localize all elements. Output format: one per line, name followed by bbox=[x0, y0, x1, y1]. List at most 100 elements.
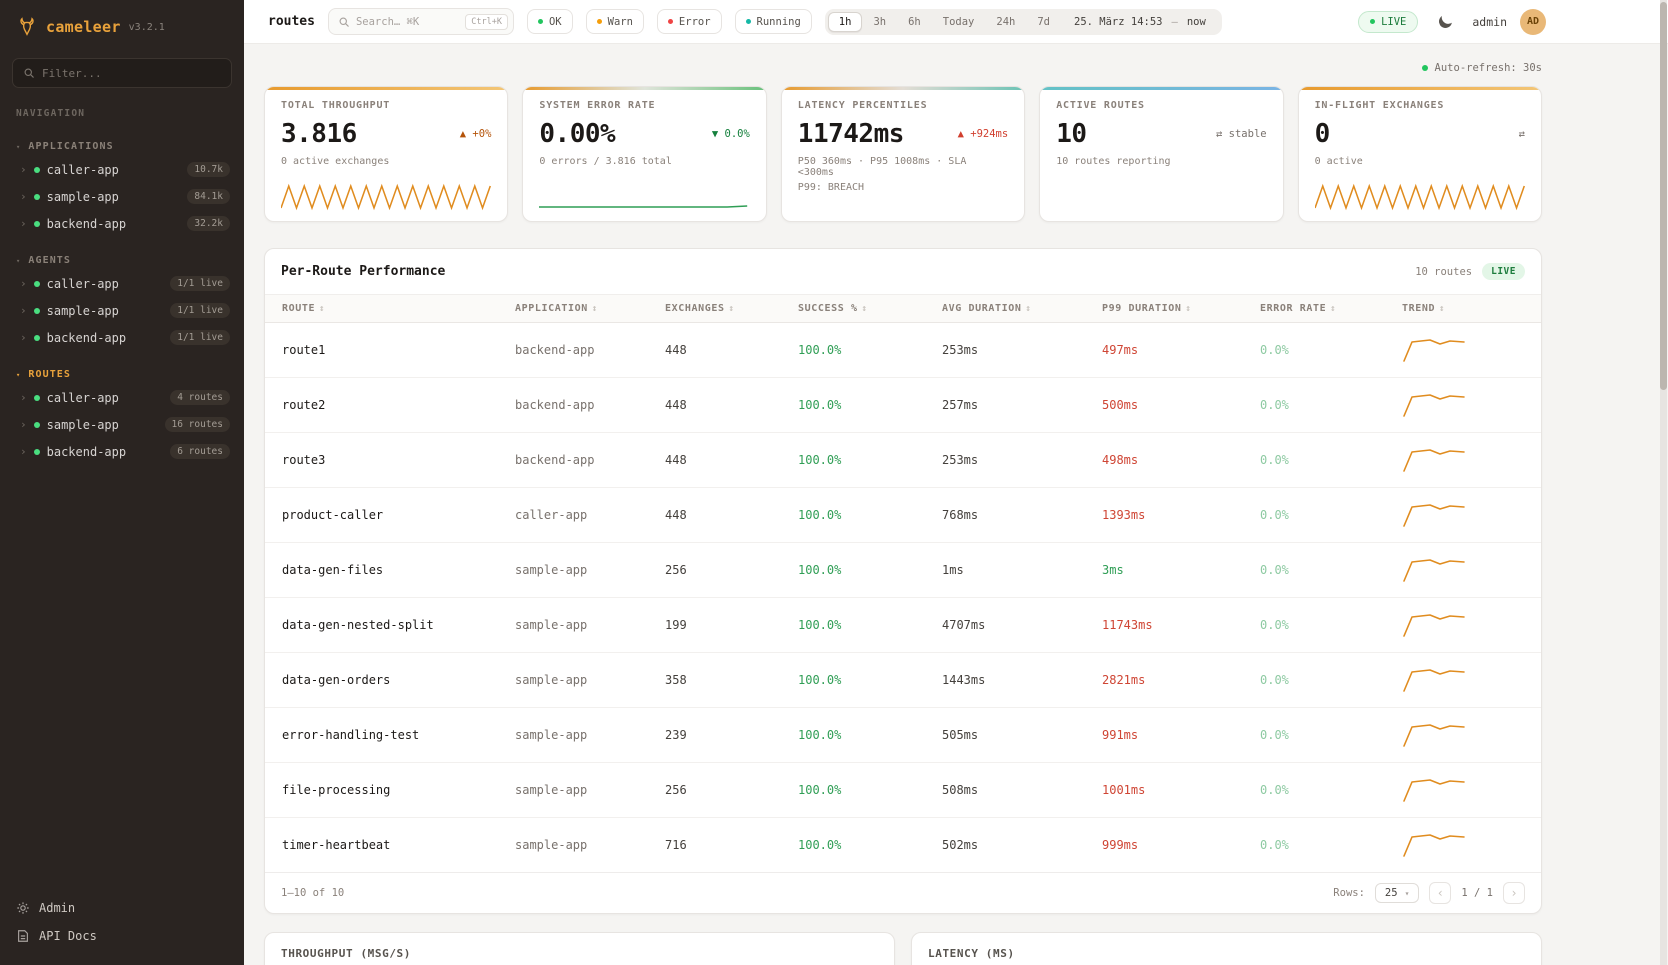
rows-per-page-select[interactable]: 25 ▾ bbox=[1374, 883, 1420, 903]
chevron-right-icon: › bbox=[20, 331, 27, 344]
sidebar-item-api-docs[interactable]: API Docs bbox=[16, 929, 228, 943]
content: Auto-refresh: 30s TOTAL THROUGHPUT 3.816… bbox=[244, 44, 1668, 965]
sidebar-item[interactable]: › caller-app 1/1 live bbox=[0, 270, 244, 297]
table-row[interactable]: timer-heartbeat sample-app 716 100.0% 50… bbox=[265, 817, 1541, 872]
column-avg-duration[interactable]: AVG DURATION ↕ bbox=[934, 294, 1094, 323]
route-error-rate: 0.0% bbox=[1252, 652, 1394, 708]
filter-chip-warn[interactable]: Warn bbox=[585, 9, 644, 34]
range-button-6h[interactable]: 6h bbox=[897, 12, 932, 32]
route-name: error-handling-test bbox=[265, 707, 507, 763]
refresh-dot-icon bbox=[1421, 65, 1428, 71]
page-title: routes bbox=[268, 14, 315, 29]
inflight-sparkline bbox=[1314, 181, 1525, 213]
range-button-7d[interactable]: 7d bbox=[1026, 12, 1061, 32]
sidebar-item[interactable]: › backend-app 1/1 live bbox=[0, 324, 244, 351]
table-row[interactable]: error-handling-test sample-app 239 100.0… bbox=[265, 707, 1541, 763]
count-badge: 1/1 live bbox=[170, 276, 230, 291]
sidebar-footer: Admin API Docs bbox=[0, 887, 244, 965]
column-route[interactable]: ROUTE ↕ bbox=[265, 294, 507, 323]
chart-title: THROUGHPUT (MSG/S) bbox=[281, 947, 412, 960]
next-page-button[interactable]: › bbox=[1503, 882, 1525, 904]
route-trend-sparkline bbox=[1394, 762, 1541, 818]
sidebar: cameleer v3.2.1 NAVIGATION ▾ APPLICATION… bbox=[0, 0, 244, 965]
route-avg-duration: 502ms bbox=[934, 817, 1094, 872]
table-row[interactable]: data-gen-orders sample-app 358 100.0% 14… bbox=[265, 652, 1541, 708]
range-button-3h[interactable]: 3h bbox=[862, 12, 897, 32]
route-application: sample-app bbox=[507, 542, 657, 598]
search-icon bbox=[338, 16, 350, 28]
column-exchanges[interactable]: EXCHANGES ↕ bbox=[657, 294, 790, 323]
filter-input[interactable] bbox=[42, 66, 221, 80]
count-badge: 1/1 live bbox=[170, 330, 230, 345]
table-row[interactable]: product-caller caller-app 448 100.0% 768… bbox=[265, 487, 1541, 543]
table-row[interactable]: file-processing sample-app 256 100.0% 50… bbox=[265, 762, 1541, 818]
route-p99-duration: 498ms bbox=[1094, 432, 1252, 488]
scrollbar-thumb[interactable] bbox=[1660, 2, 1667, 390]
sort-icon: ↕ bbox=[1185, 304, 1192, 314]
route-trend-sparkline bbox=[1394, 432, 1541, 488]
sidebar-item[interactable]: › backend-app 32.2k bbox=[0, 210, 244, 237]
chip-label: OK bbox=[548, 15, 562, 28]
column-error-rate[interactable]: ERROR RATE ↕ bbox=[1252, 294, 1394, 323]
error-dot-icon bbox=[667, 19, 673, 24]
gear-icon bbox=[16, 901, 30, 915]
sidebar-item[interactable]: › sample-app 1/1 live bbox=[0, 297, 244, 324]
sidebar-item-label: sample-app bbox=[46, 189, 119, 204]
section-header-applications[interactable]: ▾ APPLICATIONS bbox=[0, 137, 244, 156]
table-header-row: ROUTE ↕ APPLICATION ↕ EXCHANGES ↕ SUCCESS %… bbox=[265, 294, 1541, 323]
route-error-rate: 0.0% bbox=[1252, 542, 1394, 598]
chevron-down-icon: ▾ bbox=[1404, 888, 1410, 898]
column-application[interactable]: APPLICATION ↕ bbox=[507, 294, 657, 323]
route-name: data-gen-nested-split bbox=[265, 597, 507, 653]
filter-chip-running[interactable]: Running bbox=[734, 9, 812, 34]
table-row[interactable]: route2 backend-app 448 100.0% 257ms 500m… bbox=[265, 377, 1541, 433]
kpi-subtitle-2: P99: BREACH bbox=[797, 182, 865, 193]
user-name: admin bbox=[1472, 14, 1507, 29]
live-toggle[interactable]: LIVE bbox=[1358, 10, 1419, 33]
search-input[interactable] bbox=[355, 15, 460, 28]
route-avg-duration: 253ms bbox=[942, 343, 979, 357]
charts-grid: THROUGHPUT (MSG/S) LATENCY (MS) bbox=[264, 932, 1542, 965]
kpi-delta: ⇄ bbox=[1518, 128, 1525, 140]
sidebar-item[interactable]: › sample-app 84.1k bbox=[0, 183, 244, 210]
range-button-24h[interactable]: 24h bbox=[985, 12, 1026, 32]
table-row[interactable]: route1 backend-app 448 100.0% 253ms 497m… bbox=[265, 323, 1541, 378]
kpi-subtitle: 0 active exchanges bbox=[281, 156, 390, 167]
table-row[interactable]: data-gen-files sample-app 256 100.0% 1ms… bbox=[265, 542, 1541, 598]
kpi-delta: ▼ 0.0% bbox=[711, 128, 750, 140]
kpi-value: 0 bbox=[1314, 119, 1331, 149]
sidebar-item[interactable]: › backend-app 6 routes bbox=[0, 438, 244, 465]
section-header-agents[interactable]: ▾ AGENTS bbox=[0, 251, 244, 270]
footer-item-label: Admin bbox=[39, 901, 76, 915]
route-error-rate: 0.0% bbox=[1252, 432, 1394, 488]
range-button-today[interactable]: Today bbox=[932, 12, 986, 32]
column-p99-duration[interactable]: P99 DURATION ↕ bbox=[1094, 294, 1252, 323]
sort-icon: ↕ bbox=[1025, 304, 1032, 314]
filter-chip-error[interactable]: Error bbox=[656, 9, 722, 34]
status-dot bbox=[33, 166, 40, 173]
auto-refresh: Auto-refresh: 30s bbox=[264, 62, 1542, 74]
search-box[interactable]: Ctrl+K bbox=[327, 8, 514, 35]
table-row[interactable]: route3 backend-app 448 100.0% 253ms 498m… bbox=[265, 432, 1541, 488]
date-range[interactable]: 25. März 14:53 — now bbox=[1061, 16, 1219, 28]
prev-page-button[interactable]: ‹ bbox=[1429, 882, 1452, 904]
sidebar-item-admin[interactable]: Admin bbox=[16, 901, 228, 915]
sidebar-item[interactable]: › sample-app 16 routes bbox=[0, 411, 244, 438]
sidebar-filter[interactable] bbox=[12, 58, 232, 88]
latency-chart-panel: LATENCY (MS) bbox=[911, 932, 1542, 965]
sidebar-item[interactable]: › caller-app 10.7k bbox=[0, 156, 244, 183]
route-p99-duration: 1393ms bbox=[1094, 487, 1252, 543]
section-header-routes[interactable]: ▾ ROUTES bbox=[0, 365, 244, 384]
route-application: backend-app bbox=[507, 377, 657, 433]
table-row[interactable]: data-gen-nested-split sample-app 199 100… bbox=[265, 597, 1541, 653]
column-success[interactable]: SUCCESS % ↕ bbox=[790, 294, 934, 323]
sidebar-item[interactable]: › caller-app 4 routes bbox=[0, 384, 244, 411]
route-application: sample-app bbox=[507, 597, 657, 653]
range-button-1h[interactable]: 1h bbox=[827, 11, 863, 32]
kpi-grid: TOTAL THROUGHPUT 3.816 ▲ +0% 0 active ex… bbox=[264, 86, 1542, 222]
status-dot bbox=[33, 307, 40, 314]
avatar[interactable]: AD bbox=[1520, 8, 1546, 35]
dark-mode-toggle[interactable] bbox=[1431, 8, 1459, 36]
filter-chip-ok[interactable]: OK bbox=[526, 9, 573, 34]
column-trend[interactable]: TREND ↕ bbox=[1394, 294, 1541, 323]
